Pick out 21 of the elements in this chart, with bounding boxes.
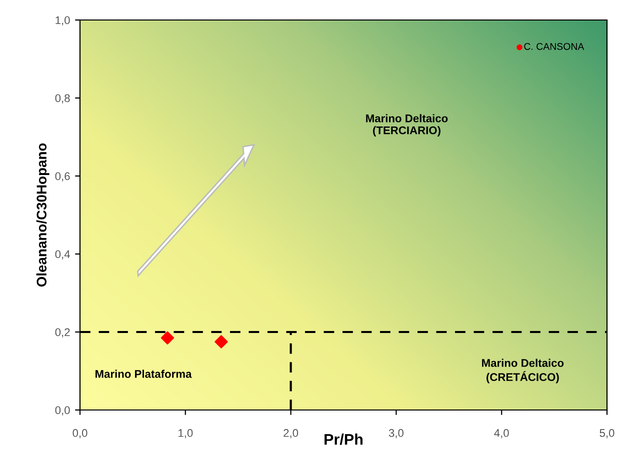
- x-tick-label: 5,0: [600, 429, 614, 438]
- y-tick-label: 0,8: [55, 94, 70, 104]
- annotation: Marino Plataforma: [96, 370, 192, 378]
- y-tick-label: 0,2: [55, 328, 70, 338]
- annotation: Marino Deltaico (TERCIARIO): [366, 114, 448, 136]
- x-tick-label: 1,0: [178, 429, 193, 438]
- x-axis-title: Pr/Ph: [324, 434, 363, 445]
- point: [214, 335, 228, 348]
- y-tick-label: 0,0: [55, 406, 70, 416]
- x-tick-label: 3,0: [388, 429, 404, 438]
- x-tick-label: 0,0: [72, 429, 88, 438]
- y-axis-title: Oleanano/C30Hopano: [36, 143, 50, 287]
- y-tick-label: 1,0: [56, 16, 70, 26]
- y-tick-label: 0,6: [55, 172, 70, 182]
- y-tick-label: 0,4: [55, 250, 70, 260]
- x-tick-label: 2,0: [284, 429, 298, 438]
- annotation: Marino Deltaico (CRETÁCICO): [482, 358, 564, 384]
- annotation: C. CANSONA: [524, 43, 584, 50]
- x-tick-label: 4,0: [494, 429, 509, 438]
- point: [160, 331, 174, 344]
- point: [516, 44, 522, 50]
